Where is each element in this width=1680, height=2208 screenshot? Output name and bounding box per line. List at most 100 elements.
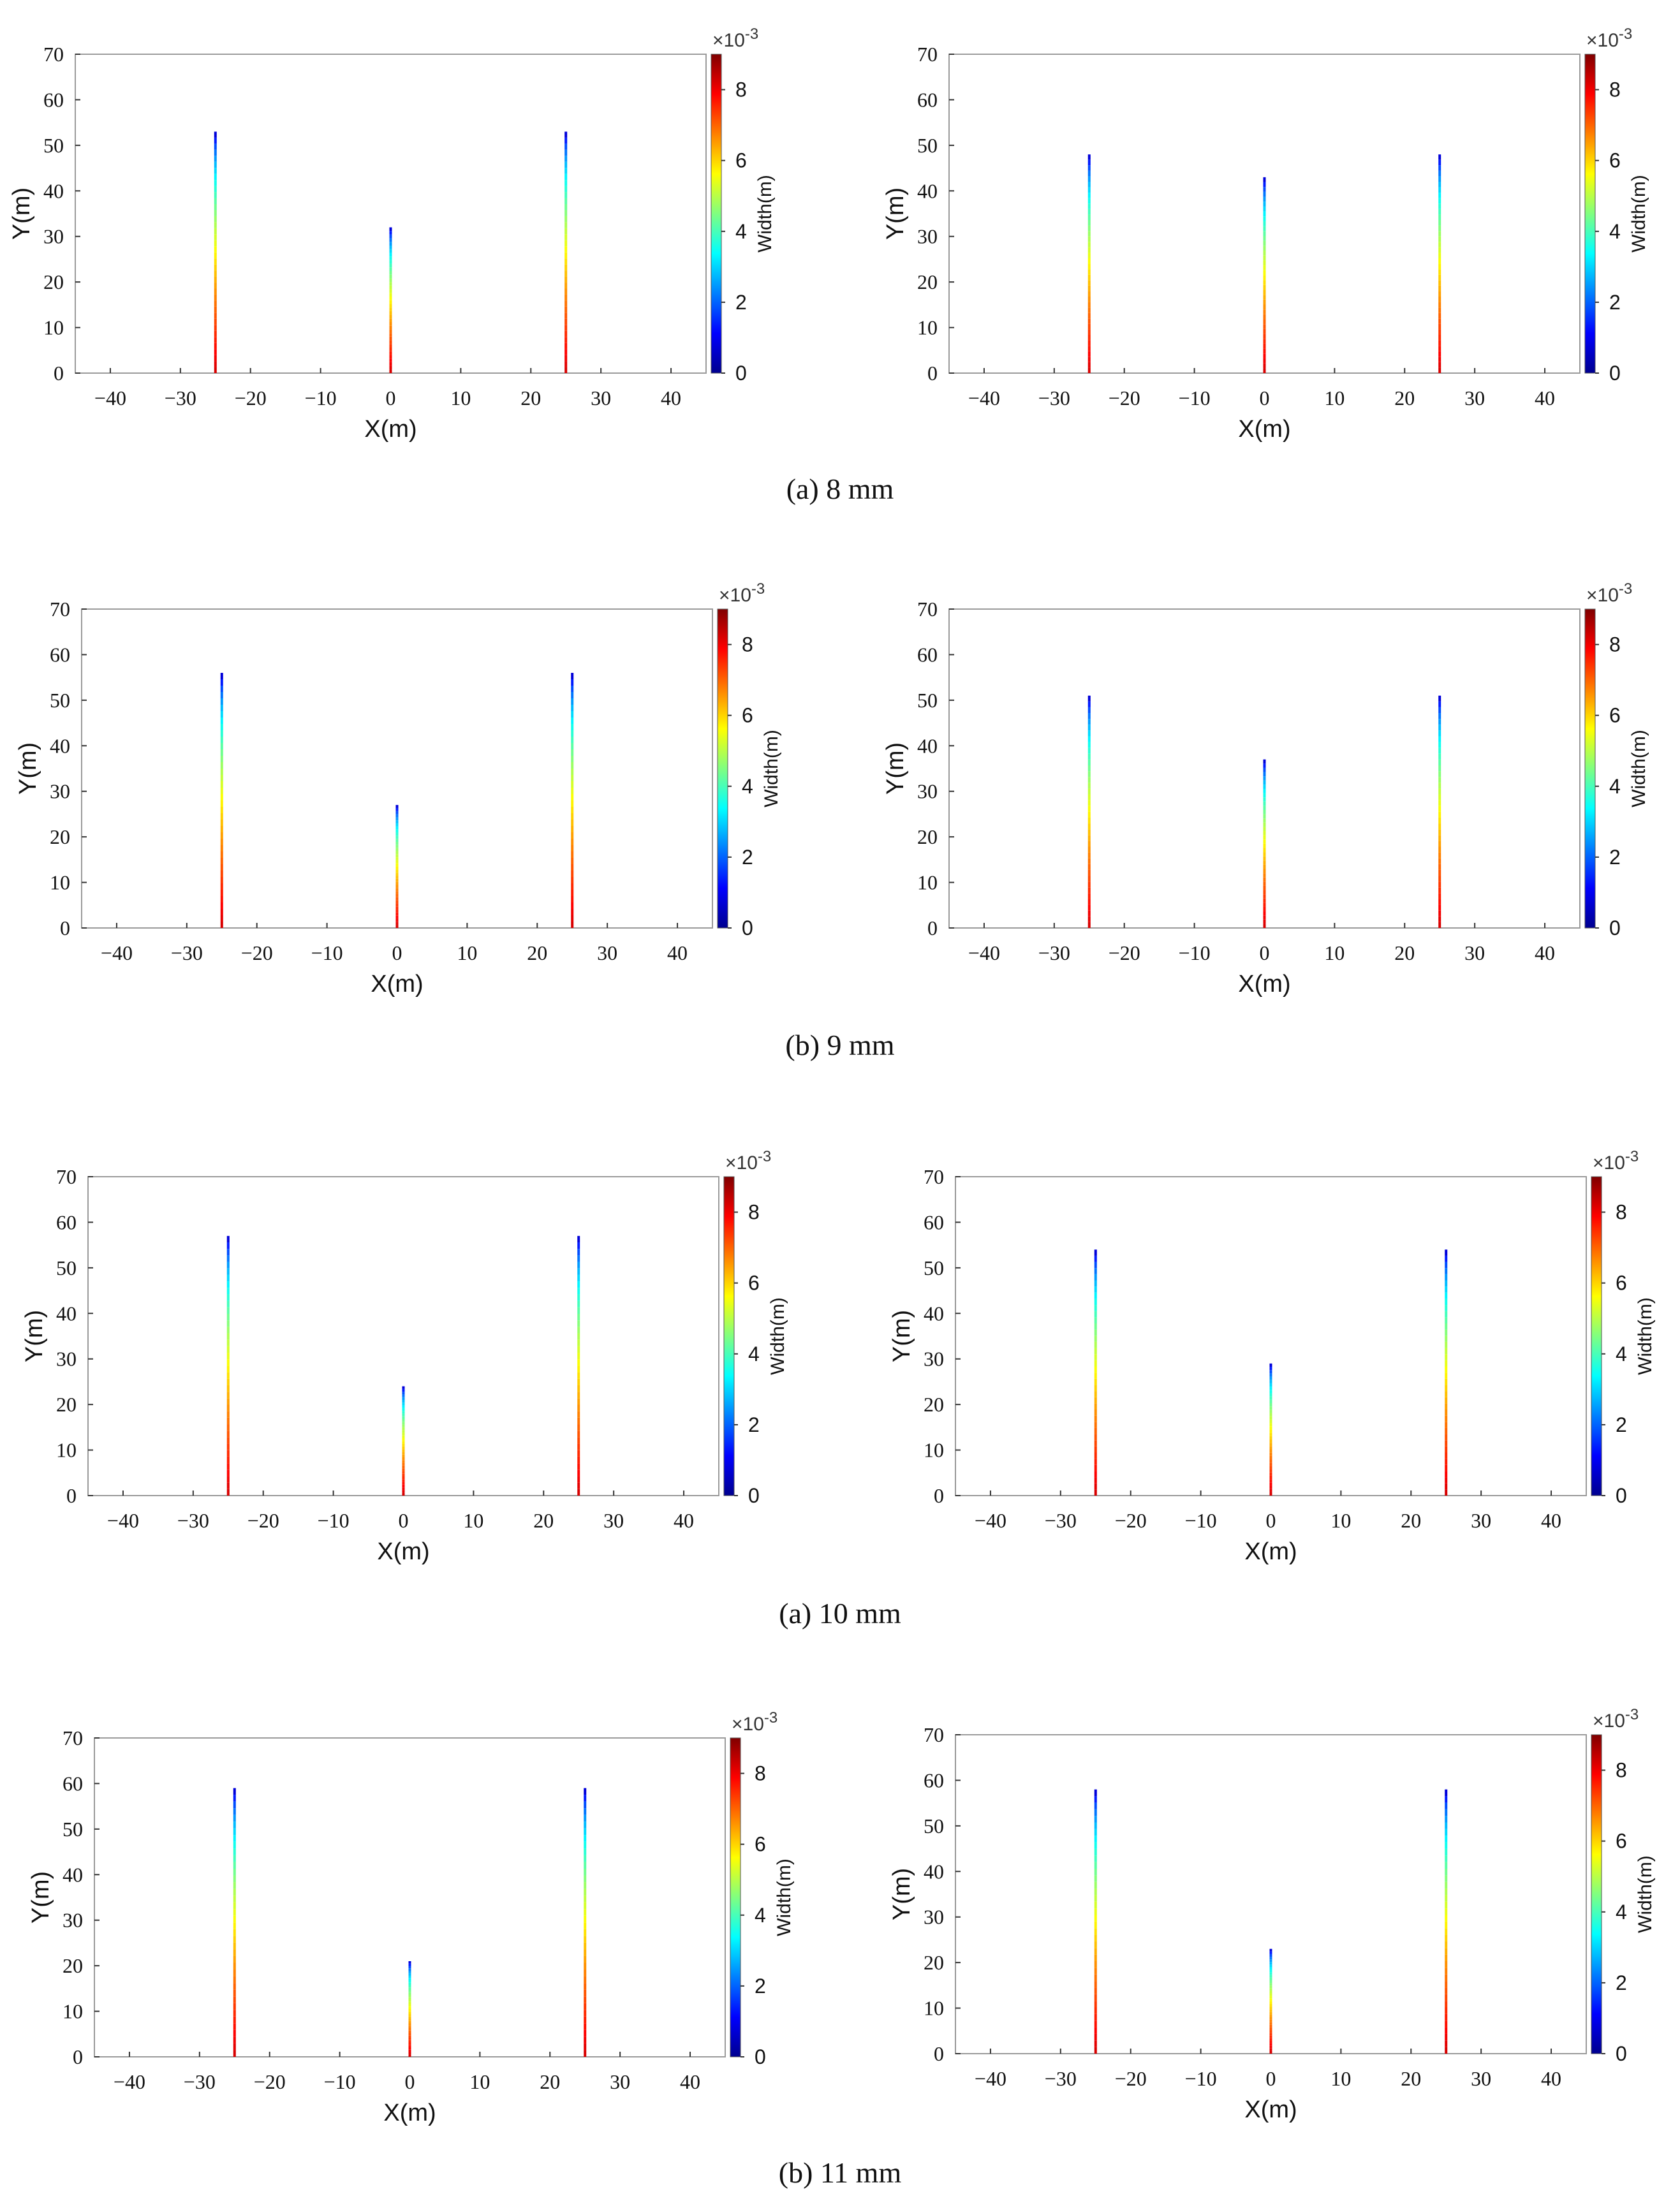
x-tick-label: −20 — [235, 386, 267, 409]
colorbar-tick-label: 0 — [1616, 1484, 1627, 1507]
y-axis-label: Y(m) — [882, 188, 909, 240]
colorbar-label: Width(m) — [1628, 730, 1649, 807]
panel-2-1: −40 −30 −20 −10 0 10 20 30 40010203040506070X(m)… — [15, 580, 782, 997]
x-tick-label: 40 — [667, 941, 688, 964]
caption-row-1: (a) 8 mm — [786, 473, 894, 505]
colorbar-tick-label: 6 — [735, 149, 747, 172]
y-tick-label: 40 — [63, 1863, 83, 1886]
y-tick-label: 20 — [43, 270, 64, 293]
y-tick-label: 10 — [50, 871, 70, 894]
x-tick-label: 20 — [1401, 2067, 1421, 2090]
colorbar-tick-label: 8 — [742, 633, 753, 656]
x-tick-label: 20 — [520, 386, 541, 409]
x-tick-label: 20 — [1394, 941, 1415, 964]
x-axis-label: X(m) — [1238, 971, 1290, 997]
colorbar-tick-label: 4 — [1616, 1901, 1627, 1924]
x-tick-label: 40 — [1541, 1509, 1561, 1532]
y-tick-label: 20 — [917, 270, 938, 293]
y-tick-label: 30 — [917, 780, 938, 803]
colorbar-label: Width(m) — [755, 175, 776, 253]
x-axis-label: X(m) — [383, 2100, 436, 2126]
colorbar-tick-label: 2 — [755, 1975, 766, 1998]
colorbar-tick-label: 8 — [755, 1762, 766, 1785]
x-tick-label: −40 — [107, 1509, 139, 1532]
y-tick-label: 60 — [924, 1769, 944, 1792]
y-tick-label: 30 — [924, 1906, 944, 1929]
x-axis-label: X(m) — [1244, 2096, 1297, 2123]
y-tick-label: 10 — [63, 2000, 83, 2023]
colorbar-tick-label: 8 — [1616, 1759, 1627, 1782]
y-tick-label: 60 — [63, 1772, 83, 1795]
x-tick-label: 20 — [527, 941, 547, 964]
y-tick-label: 20 — [924, 1393, 944, 1416]
y-tick-label: 40 — [924, 1302, 944, 1325]
y-tick-label: 50 — [50, 689, 70, 712]
x-tick-label: 10 — [469, 2070, 490, 2093]
colorbar-tick-label: 4 — [1616, 1343, 1627, 1365]
x-tick-label: −20 — [1109, 941, 1140, 964]
panel-4-2: −40 −30 −20 −10 0 10 20 30 40010203040506070X(m)… — [888, 1706, 1656, 2123]
x-tick-label: −30 — [1045, 1509, 1077, 1532]
x-tick-label: −20 — [241, 941, 273, 964]
colorbar-exponent: ×10-3 — [719, 580, 765, 606]
x-axis-label: X(m) — [1238, 416, 1290, 443]
colorbar-tick-label: 0 — [1609, 916, 1621, 939]
y-tick-label: 30 — [917, 225, 938, 248]
x-axis-label: X(m) — [371, 971, 423, 997]
colorbar-tick-label: 2 — [748, 1413, 760, 1436]
x-tick-label: −20 — [254, 2070, 286, 2093]
x-tick-label: −30 — [171, 941, 203, 964]
y-axis-label: Y(m) — [888, 1310, 915, 1362]
y-tick-label: 70 — [917, 43, 938, 66]
y-tick-label: 30 — [50, 780, 70, 803]
colorbar-tick-label: 2 — [742, 846, 753, 869]
x-tick-label: −40 — [975, 2067, 1006, 2090]
panel-3-2: −40 −30 −20 −10 0 10 20 30 40010203040506070X(m)… — [888, 1148, 1656, 1565]
colorbar-tick-label: 0 — [748, 1484, 760, 1507]
panel-3-1: −40 −30 −20 −10 0 10 20 30 40010203040506070X(m)… — [21, 1148, 788, 1565]
colorbar-tick-label: 8 — [1616, 1201, 1627, 1224]
y-tick-label: 70 — [917, 598, 938, 621]
y-tick-label: 10 — [917, 316, 938, 339]
colorbar-tick-label: 2 — [1609, 846, 1621, 869]
x-tick-label: 10 — [457, 941, 477, 964]
x-tick-label: 40 — [1541, 2067, 1561, 2090]
colorbar-tick-label: 4 — [1609, 775, 1621, 798]
colorbar-tick-label: 4 — [755, 1904, 766, 1927]
y-tick-label: 0 — [927, 362, 938, 385]
colorbar — [730, 1737, 741, 2057]
x-tick-label: −40 — [94, 386, 126, 409]
x-axis-label: X(m) — [1244, 1538, 1297, 1565]
x-tick-label: 30 — [1471, 1509, 1491, 1532]
x-tick-label: 30 — [1471, 2067, 1491, 2090]
x-tick-label: 40 — [661, 386, 681, 409]
x-axis-label: X(m) — [377, 1538, 429, 1565]
x-tick-label: 10 — [1324, 386, 1345, 409]
colorbar-tick-label: 6 — [748, 1272, 760, 1295]
y-tick-label: 30 — [63, 1909, 83, 1932]
x-tick-label: −10 — [1179, 941, 1211, 964]
y-tick-label: 0 — [66, 1484, 77, 1507]
colorbar — [711, 54, 722, 374]
x-tick-label: −10 — [324, 2070, 356, 2093]
y-tick-label: 20 — [917, 825, 938, 848]
y-tick-label: 10 — [43, 316, 64, 339]
colorbar-exponent: ×10-3 — [732, 1709, 777, 1735]
x-tick-label: 40 — [674, 1509, 694, 1532]
y-axis-label: Y(m) — [8, 188, 35, 240]
x-tick-label: −30 — [1038, 386, 1070, 409]
y-tick-label: 50 — [917, 134, 938, 157]
colorbar-tick-label: 8 — [1609, 78, 1621, 101]
colorbar-tick-label: 0 — [742, 916, 753, 939]
panel-4-1: −40 −30 −20 −10 0 10 20 30 40010203040506070X(m)… — [27, 1709, 795, 2126]
x-tick-label: 20 — [1401, 1509, 1421, 1532]
x-tick-label: 30 — [591, 386, 611, 409]
colorbar-tick-label: 2 — [735, 291, 747, 314]
x-tick-label: −40 — [114, 2070, 145, 2093]
y-tick-label: 70 — [43, 43, 64, 66]
colorbar-exponent: ×10-3 — [1593, 1148, 1639, 1174]
x-tick-label: 10 — [1330, 2067, 1351, 2090]
colorbar-exponent: ×10-3 — [1586, 26, 1632, 51]
colorbar — [717, 608, 728, 929]
y-tick-label: 40 — [924, 1860, 944, 1883]
